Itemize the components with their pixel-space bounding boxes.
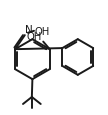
Text: OH: OH xyxy=(27,32,42,42)
Text: N: N xyxy=(25,25,33,35)
Text: OH: OH xyxy=(35,27,50,36)
